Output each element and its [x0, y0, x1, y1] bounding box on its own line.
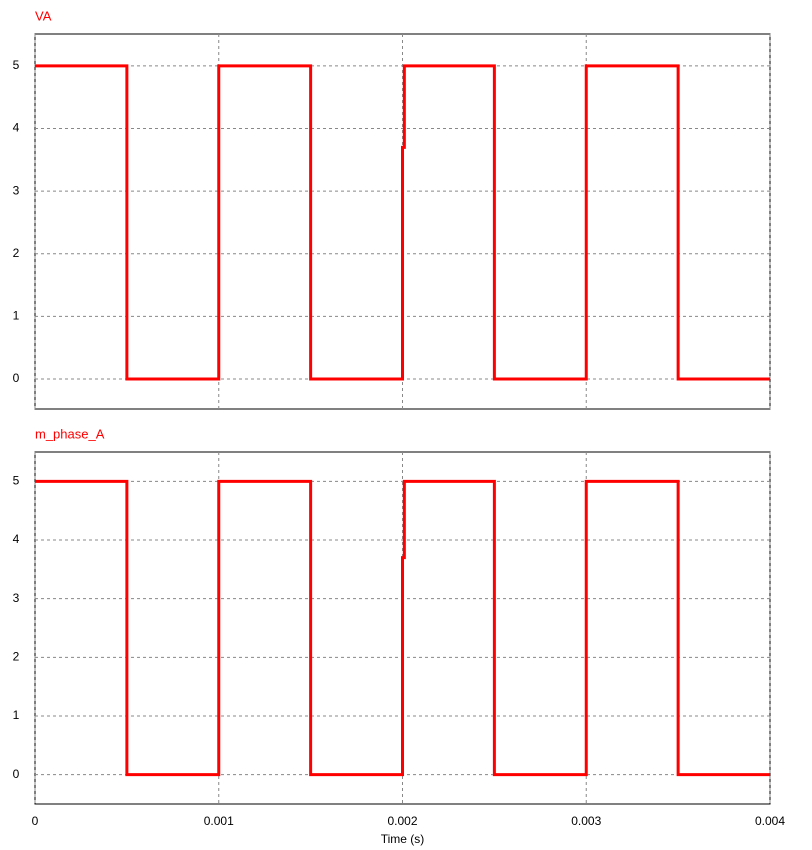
x-tick-label: 0.002 — [387, 814, 417, 828]
x-tick-label: 0.001 — [204, 814, 234, 828]
y-tick-label: 3 — [13, 183, 20, 197]
y-tick-label: 2 — [13, 246, 20, 260]
x-tick-label: 0 — [32, 814, 39, 828]
series-line — [35, 479, 770, 777]
y-tick-label: 2 — [13, 650, 20, 664]
y-tick-label: 1 — [13, 309, 20, 323]
x-axis-label: Time (s) — [381, 832, 425, 846]
y-tick-label: 0 — [13, 371, 20, 385]
chart-title: m_phase_A — [35, 426, 105, 441]
y-tick-label: 4 — [13, 121, 20, 135]
y-tick-label: 5 — [13, 474, 20, 488]
y-tick-label: 1 — [13, 708, 20, 722]
chart-title: VA — [35, 8, 52, 23]
series-line — [35, 64, 770, 381]
y-tick-label: 4 — [13, 532, 20, 546]
y-tick-label: 5 — [13, 58, 20, 72]
y-tick-label: 0 — [13, 767, 20, 781]
x-tick-label: 0.003 — [571, 814, 601, 828]
x-tick-label: 0.004 — [755, 814, 785, 828]
y-tick-label: 3 — [13, 591, 20, 605]
